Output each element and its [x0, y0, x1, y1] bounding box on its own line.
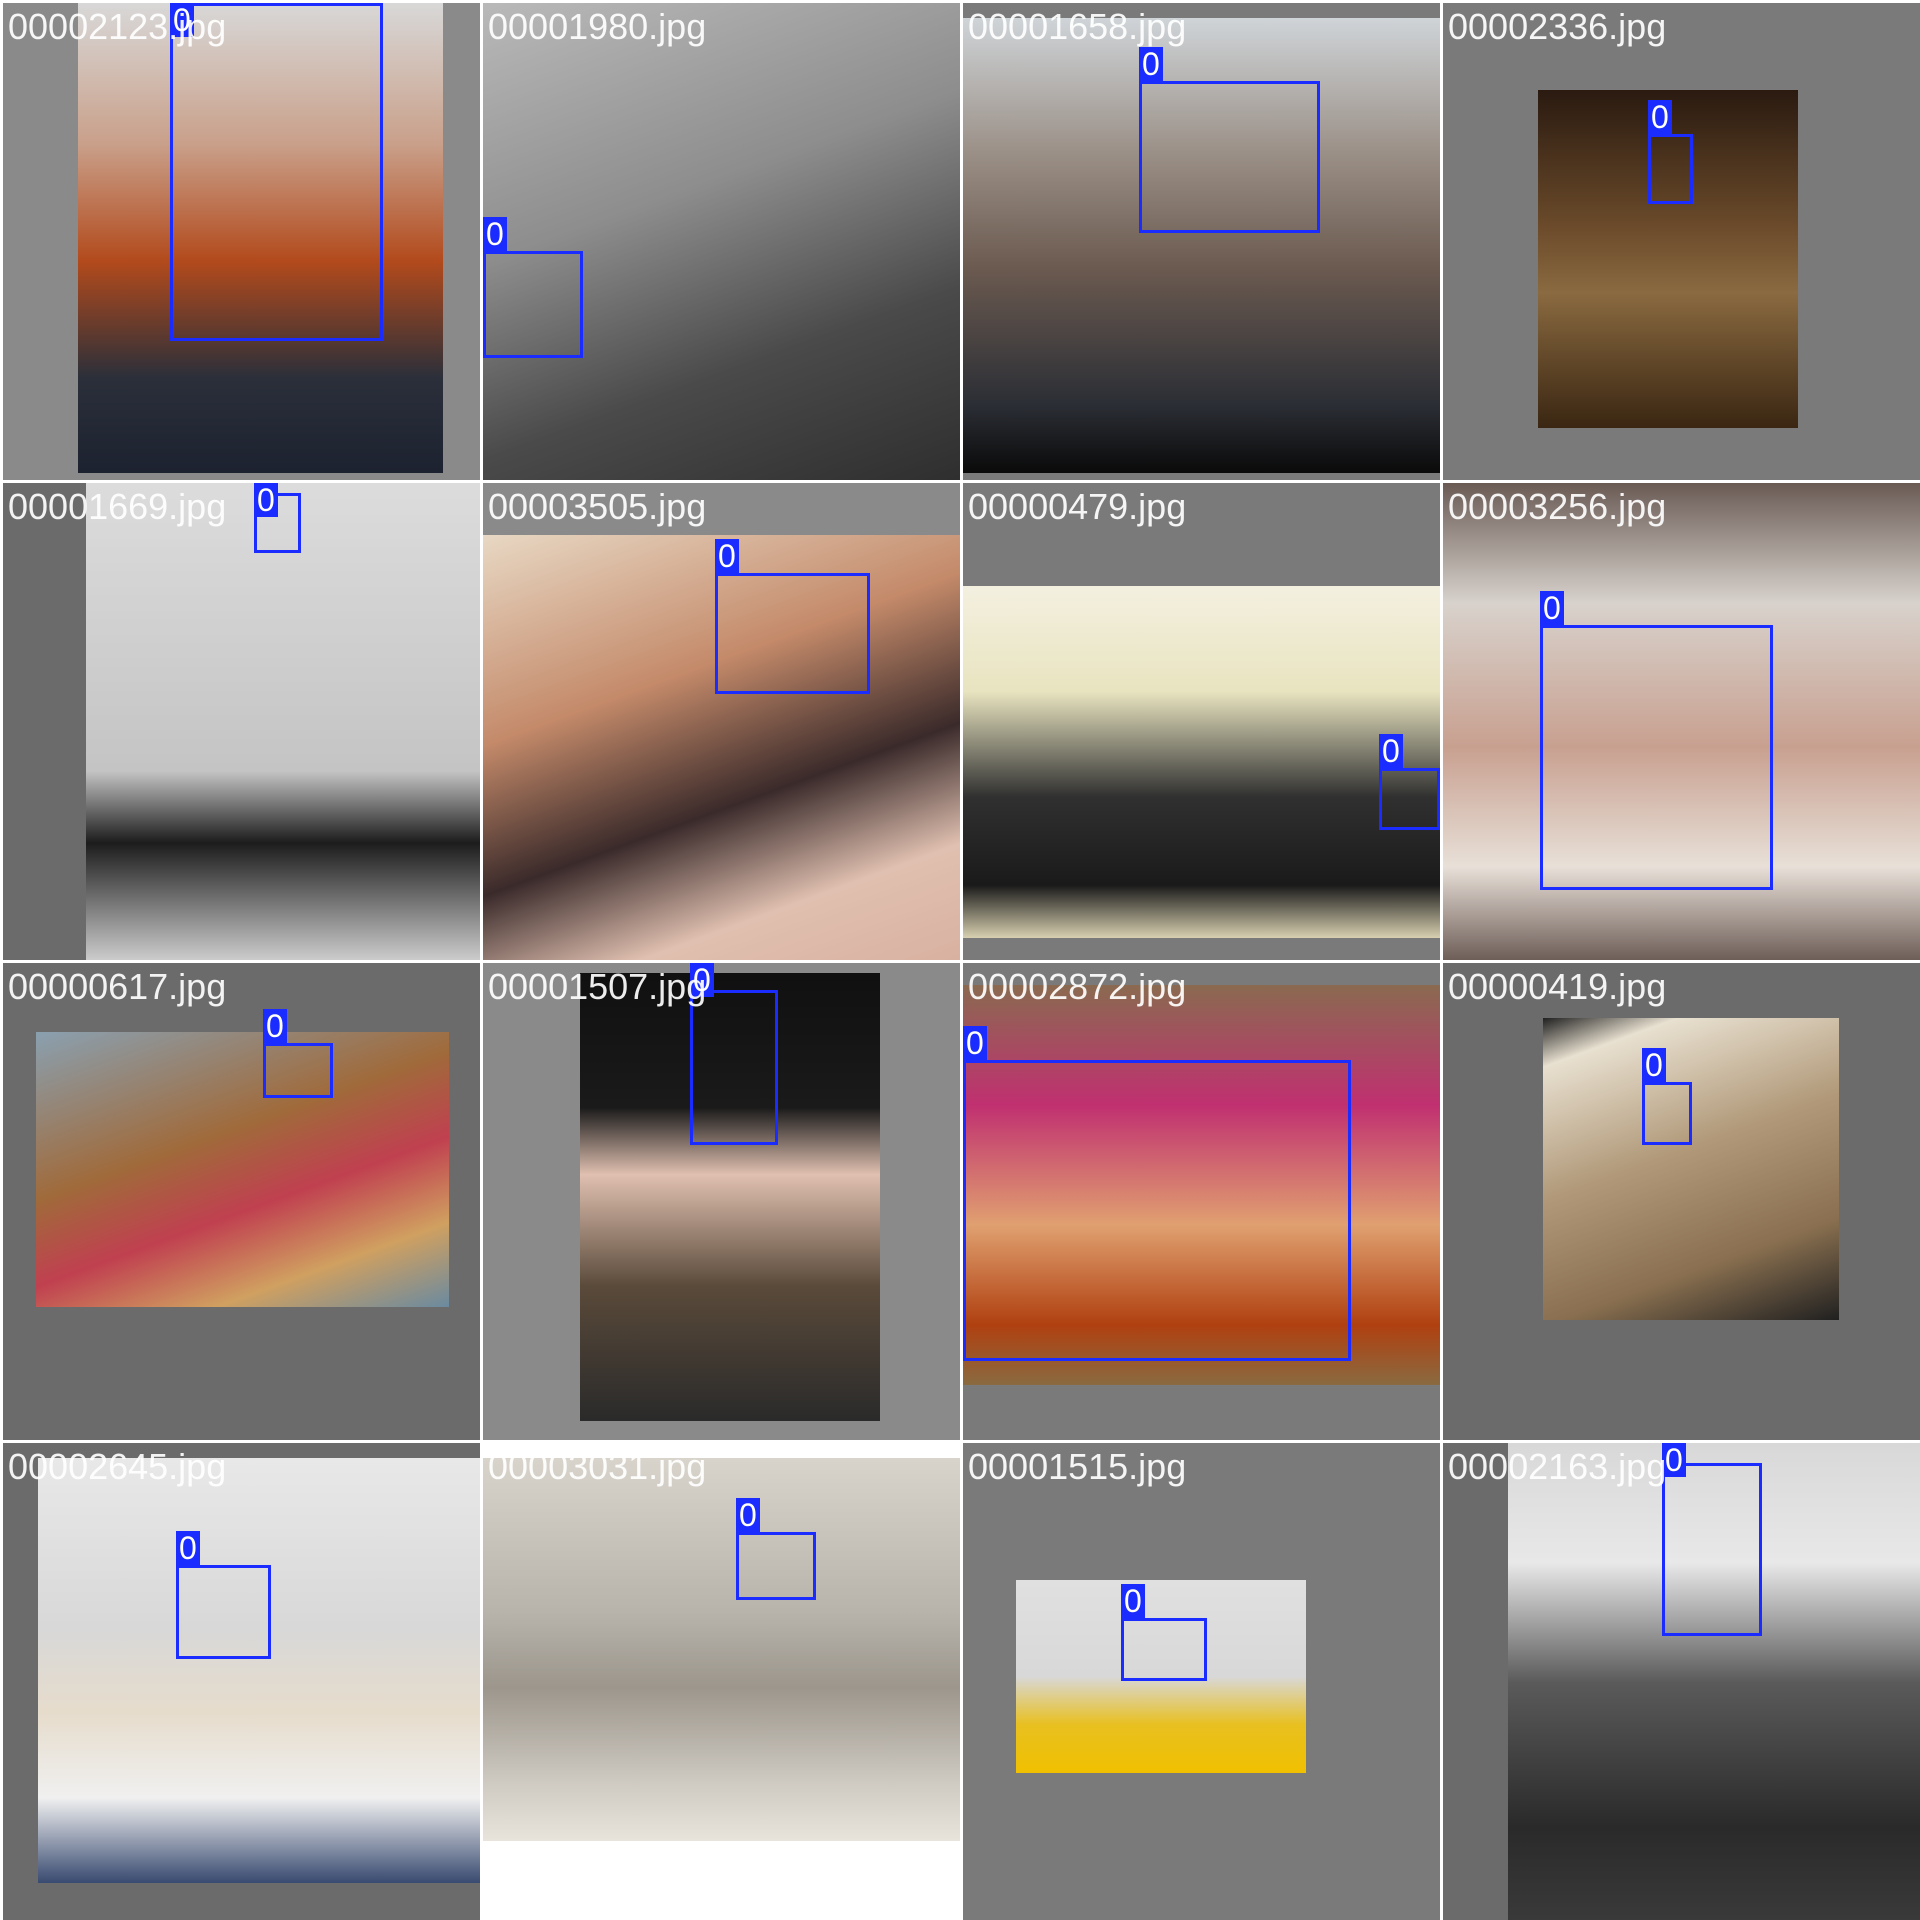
- filename-label: 00002336.jpg: [1448, 6, 1667, 47]
- grid-tile: 0 00002336.jpg: [1443, 3, 1920, 480]
- grid-tile: 0 00002123.jpg: [3, 3, 480, 480]
- class-label-tag: 0: [1540, 591, 1564, 625]
- bounding-box: [1648, 134, 1693, 204]
- class-label-tag: 0: [1648, 100, 1672, 134]
- class-label-tag: 0: [1379, 734, 1403, 768]
- filename-label: 00001515.jpg: [968, 1446, 1187, 1487]
- tile-photo: [483, 535, 960, 960]
- bounding-box: [690, 990, 778, 1145]
- class-label-tag: 0: [483, 217, 507, 251]
- filename-label: 00000617.jpg: [8, 966, 227, 1007]
- grid-tile: 0 00003505.jpg: [483, 483, 960, 960]
- grid-tile: 0 00003256.jpg: [1443, 483, 1920, 960]
- tile-photo: [1543, 1018, 1839, 1320]
- bounding-box: [176, 1565, 271, 1659]
- tile-photo: [963, 586, 1440, 938]
- grid-tile: 0 00001515.jpg: [963, 1443, 1440, 1920]
- grid-tile: 0 00003031.jpg: [483, 1443, 960, 1920]
- tile-photo: [86, 483, 480, 960]
- bounding-box: [963, 1060, 1351, 1361]
- tile-photo: [1016, 1580, 1306, 1773]
- tile-photo: [963, 985, 1440, 1385]
- grid-tile: 0 00001669.jpg: [3, 483, 480, 960]
- tile-photo: [580, 973, 880, 1421]
- class-label-tag: 0: [176, 1531, 200, 1565]
- class-label-tag: 0: [1662, 1443, 1686, 1477]
- class-label-tag: 0: [1121, 1584, 1145, 1618]
- class-label-tag: 0: [736, 1498, 760, 1532]
- tile-photo: [483, 3, 960, 480]
- bounding-box: [170, 3, 383, 341]
- grid-tile: 0 00002872.jpg: [963, 963, 1440, 1440]
- class-label-tag: 0: [715, 539, 739, 573]
- tile-photo: [38, 1458, 480, 1883]
- filename-label: 00000419.jpg: [1448, 966, 1667, 1007]
- class-label-tag: 0: [170, 3, 194, 37]
- bounding-box: [715, 573, 870, 694]
- bounding-box: [1379, 768, 1440, 830]
- tile-photo: [36, 1032, 449, 1307]
- class-label-tag: 0: [1642, 1048, 1666, 1082]
- class-label-tag: 0: [1139, 47, 1163, 81]
- class-label-tag: 0: [254, 483, 278, 517]
- bounding-box: [263, 1043, 333, 1098]
- bounding-box: [1121, 1618, 1207, 1681]
- grid-tile: 0 00000479.jpg: [963, 483, 1440, 960]
- class-label-tag: 0: [263, 1009, 287, 1043]
- tile-photo: [483, 1458, 960, 1841]
- class-label-tag: 0: [690, 963, 714, 997]
- filename-label: 00003505.jpg: [488, 486, 707, 527]
- grid-tile: 0 00000617.jpg: [3, 963, 480, 1440]
- filename-label: 00000479.jpg: [968, 486, 1187, 527]
- bounding-box: [1139, 81, 1320, 233]
- grid-tile: 0 00002163.jpg: [1443, 1443, 1920, 1920]
- bounding-box: [1662, 1463, 1762, 1636]
- tile-photo: [1508, 1443, 1920, 1920]
- tile-photo: [1538, 90, 1798, 428]
- tile-photo: [963, 18, 1440, 473]
- grid-tile: 0 00000419.jpg: [1443, 963, 1920, 1440]
- grid-tile: 0 00001980.jpg: [483, 3, 960, 480]
- tile-photo: [1443, 483, 1920, 960]
- grid-tile: 0 00001507.jpg: [483, 963, 960, 1440]
- class-label-tag: 0: [963, 1026, 987, 1060]
- bounding-box: [1642, 1082, 1692, 1145]
- grid-tile: 0 00002645.jpg: [3, 1443, 480, 1920]
- grid-tile: 0 00001658.jpg: [963, 3, 1440, 480]
- bounding-box: [1540, 625, 1773, 890]
- bounding-box: [736, 1532, 816, 1600]
- bounding-box: [483, 251, 583, 358]
